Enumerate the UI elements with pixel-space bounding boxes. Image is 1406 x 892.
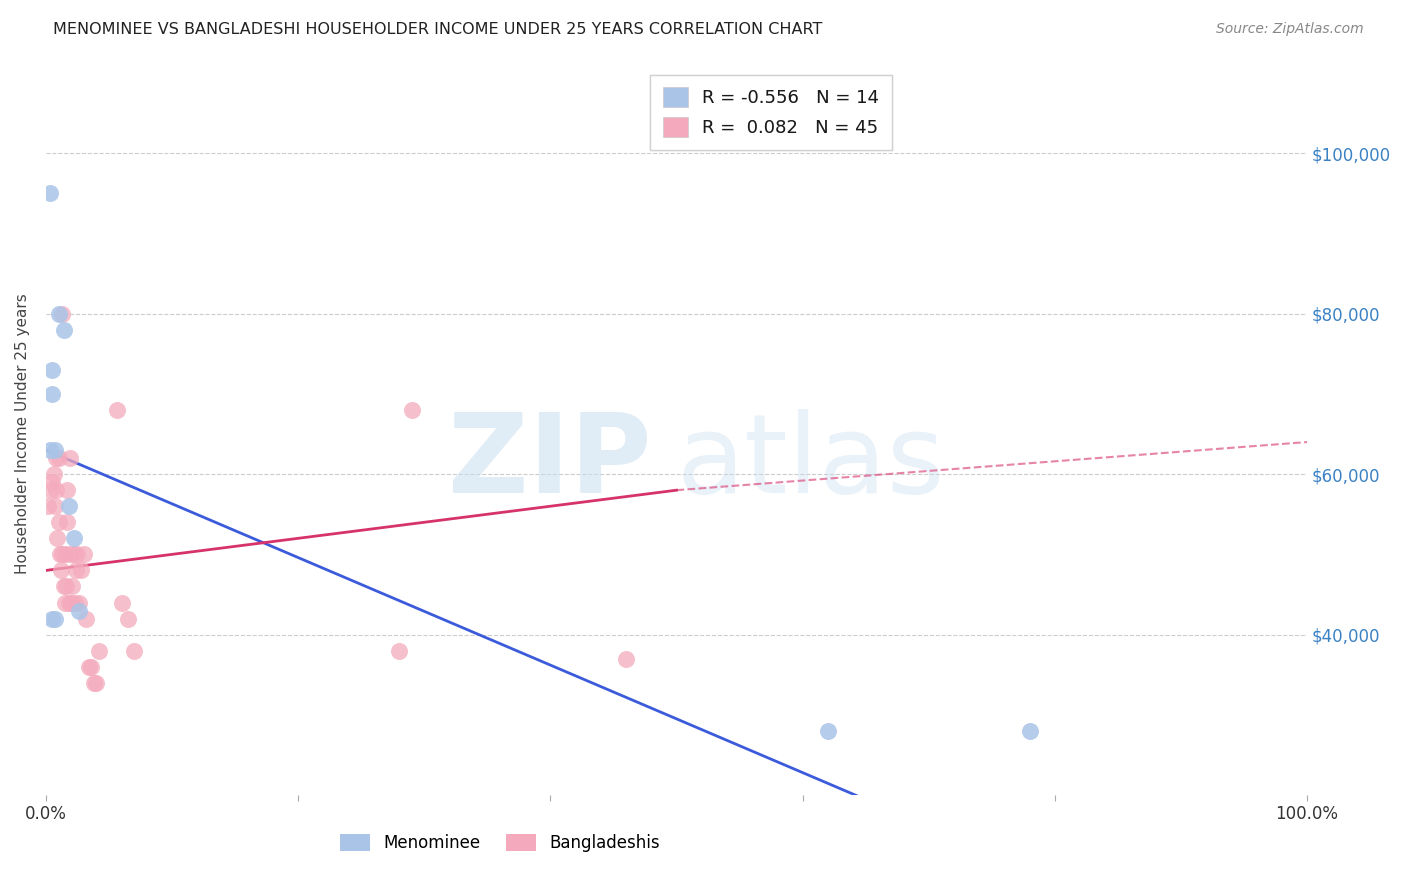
- Point: [80, 659, 103, 673]
- Point: [117, 611, 139, 625]
- Point: [70, 563, 93, 577]
- Point: [42, 467, 65, 482]
- Point: [58, 595, 80, 609]
- Point: [48, 307, 70, 321]
- Point: [44, 611, 66, 625]
- Point: [41, 363, 63, 377]
- Point: [49, 563, 72, 577]
- Point: [39, 483, 62, 498]
- Text: MENOMINEE VS BANGLADESHI HOUSEHOLDER INCOME UNDER 25 YEARS CORRELATION CHART: MENOMINEE VS BANGLADESHI HOUSEHOLDER INC…: [53, 22, 823, 37]
- Point: [52, 579, 75, 593]
- Point: [37, 500, 59, 514]
- Point: [38, 443, 60, 458]
- Point: [59, 547, 82, 561]
- Point: [38, 186, 60, 201]
- Point: [44, 500, 66, 514]
- Point: [56, 516, 79, 530]
- Point: [62, 532, 84, 546]
- Point: [51, 547, 73, 561]
- Point: [55, 579, 77, 593]
- Point: [51, 307, 73, 321]
- Text: atlas: atlas: [676, 409, 945, 516]
- Point: [46, 532, 69, 546]
- Point: [53, 547, 76, 561]
- Point: [41, 387, 63, 401]
- Text: Source: ZipAtlas.com: Source: ZipAtlas.com: [1216, 22, 1364, 37]
- Point: [73, 547, 96, 561]
- Point: [41, 611, 63, 625]
- Point: [111, 595, 134, 609]
- Point: [401, 403, 423, 417]
- Point: [67, 603, 90, 617]
- Point: [83, 675, 105, 690]
- Point: [75, 611, 97, 625]
- Text: ZIP: ZIP: [449, 409, 651, 516]
- Y-axis label: Householder Income Under 25 years: Householder Income Under 25 years: [15, 293, 30, 574]
- Point: [45, 483, 67, 498]
- Point: [1018, 723, 1040, 738]
- Point: [53, 595, 76, 609]
- Point: [105, 403, 128, 417]
- Point: [45, 451, 67, 466]
- Point: [52, 323, 75, 337]
- Point: [77, 659, 100, 673]
- Point: [63, 595, 86, 609]
- Point: [87, 643, 110, 657]
- Point: [48, 516, 70, 530]
- Point: [86, 675, 108, 690]
- Point: [59, 451, 82, 466]
- Point: [65, 563, 87, 577]
- Point: [58, 500, 80, 514]
- Point: [62, 547, 84, 561]
- Point: [48, 451, 70, 466]
- Point: [62, 579, 84, 593]
- Point: [49, 547, 72, 561]
- Point: [67, 595, 90, 609]
- Point: [44, 443, 66, 458]
- Point: [60, 595, 83, 609]
- Point: [614, 651, 637, 665]
- Point: [41, 475, 63, 490]
- Point: [388, 643, 411, 657]
- Point: [66, 547, 89, 561]
- Legend: R = -0.556   N = 14, R =  0.082   N = 45: R = -0.556 N = 14, R = 0.082 N = 45: [650, 75, 891, 150]
- Point: [817, 723, 839, 738]
- Point: [122, 643, 145, 657]
- Point: [56, 483, 79, 498]
